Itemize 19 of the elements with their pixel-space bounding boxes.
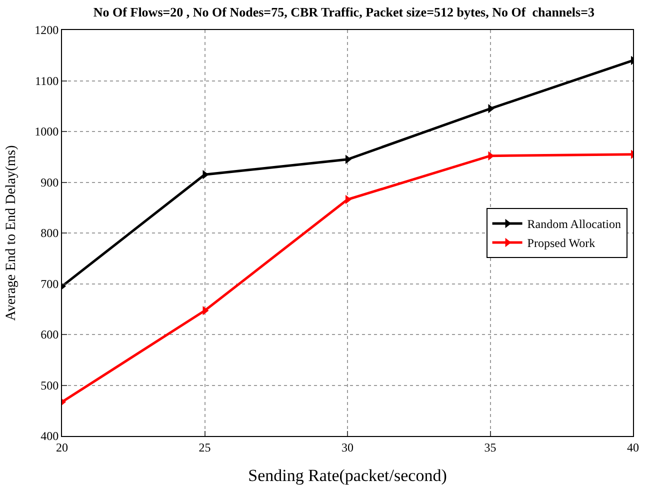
y-tick-label: 700 [40,276,59,291]
x-tick-label: 40 [627,440,639,454]
y-tick-label: 400 [40,429,59,444]
y-tick-label: 1200 [34,23,59,38]
y-tick-label: 600 [40,328,59,342]
y-axis-title: Average End to End Delay(ms) [4,144,20,321]
x-tick-label: 25 [198,440,211,454]
y-tick-label: 900 [40,175,59,190]
x-axis-title: Sending Rate(packet/second) [248,466,447,485]
x-tick-label: 35 [484,440,496,454]
x-tick-label: 20 [56,440,68,454]
legend-label: Propsed Work [527,236,596,250]
y-tick-label: 800 [40,226,59,240]
y-tick-label: 500 [40,378,59,392]
x-tick-label: 30 [342,440,354,454]
y-tick-label: 1100 [35,74,59,88]
legend-label: Random Allocation [527,217,621,232]
y-tick-label: 1000 [34,124,59,139]
chart-title: No Of Flows=20 , No Of Nodes=75, CBR Traffic, Packet size=512 bytes, No Of channels=3 [93,4,596,20]
